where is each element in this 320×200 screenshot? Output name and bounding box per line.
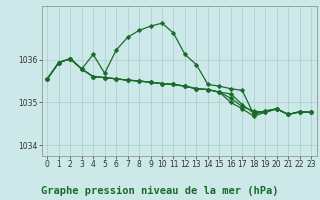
Text: Graphe pression niveau de la mer (hPa): Graphe pression niveau de la mer (hPa) bbox=[41, 186, 279, 196]
